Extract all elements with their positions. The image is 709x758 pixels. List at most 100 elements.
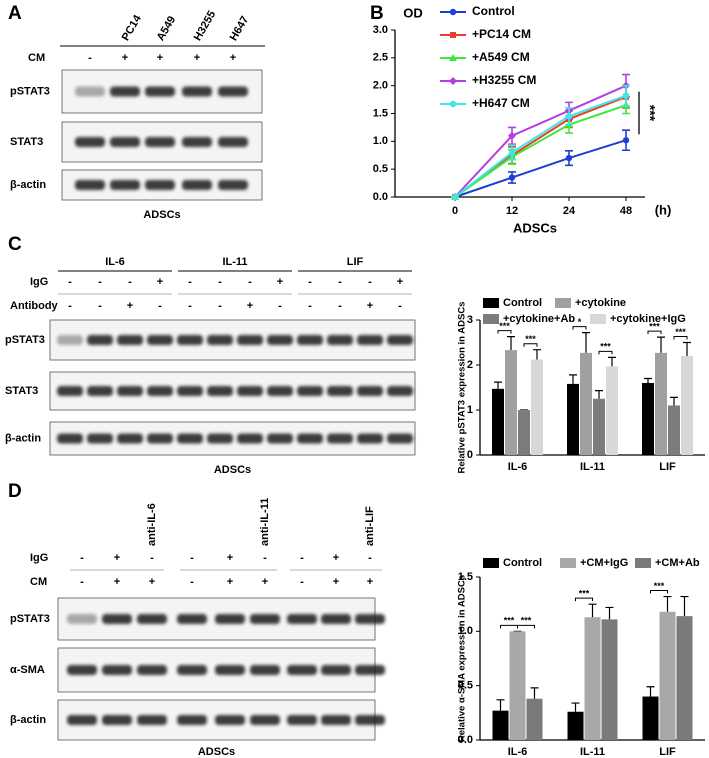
legend-marker (449, 8, 457, 16)
band (182, 180, 212, 190)
band (67, 665, 97, 675)
sign: - (368, 276, 372, 288)
legend-label: +cytokine+Ab (503, 313, 575, 325)
band (147, 433, 173, 444)
significance-label: *** (525, 334, 536, 344)
group-label: LIF (347, 256, 364, 268)
significance-bracket (647, 330, 662, 335)
lane-label: anti-LIF (364, 506, 376, 546)
error-bar (582, 332, 590, 353)
blot-label: pSTAT3 (10, 85, 50, 97)
bar (593, 398, 605, 455)
sign: - (158, 300, 162, 312)
band (110, 137, 140, 147)
bar (567, 383, 579, 455)
bar (676, 616, 693, 740)
bar (601, 619, 618, 740)
significance-label: *** (521, 616, 532, 626)
sign: - (218, 276, 222, 288)
legend-marker (449, 100, 457, 108)
bar (681, 356, 693, 455)
legend-swatch (560, 558, 576, 568)
band (387, 335, 413, 345)
band (321, 665, 351, 675)
x-tick-label: IL-6 (508, 461, 528, 473)
blot-label: β-actin (10, 714, 46, 726)
x-tick-label: 48 (620, 205, 632, 217)
error-bar (494, 381, 502, 389)
sign: - (128, 276, 132, 288)
sign: - (308, 300, 312, 312)
band (147, 335, 173, 345)
band (145, 180, 175, 190)
band (355, 614, 385, 624)
band (87, 335, 113, 345)
caption: ADSCs (214, 464, 251, 476)
error-bar (644, 377, 652, 383)
band (357, 433, 383, 444)
blot-label: STAT3 (10, 136, 43, 148)
error-bar (588, 603, 597, 618)
band (87, 386, 113, 396)
x-axis-unit: (h) (655, 202, 672, 217)
band (87, 433, 113, 444)
band (117, 433, 143, 444)
band (215, 614, 245, 624)
band (145, 137, 175, 147)
band (182, 86, 212, 97)
legend-marker (449, 77, 457, 85)
band (207, 433, 233, 444)
band (57, 433, 83, 444)
legend-swatch (483, 298, 499, 308)
error-bar (680, 595, 689, 617)
y-axis-title: Relative α-SMA expression in ADSCs (457, 575, 468, 742)
y-axis-title: Relative pSTAT3 expression in ADSCs (457, 302, 468, 474)
band (355, 665, 385, 675)
legend-swatch (555, 298, 571, 308)
sign: - (300, 552, 304, 564)
sign: - (368, 552, 372, 564)
y-tick-label: 0.0 (458, 734, 473, 746)
sign: + (114, 552, 120, 564)
significance-label: *** (499, 321, 510, 331)
band (207, 335, 233, 345)
band (218, 86, 248, 97)
significance-bracket (523, 343, 538, 347)
band (177, 335, 203, 345)
legend-label: Control (472, 4, 515, 18)
series-line (454, 84, 627, 198)
band (327, 433, 353, 444)
sign: - (338, 276, 342, 288)
panel-letter: D (8, 481, 22, 502)
sign: + (333, 552, 339, 564)
bar (492, 710, 509, 740)
sign: - (278, 300, 282, 312)
sign: + (367, 576, 373, 588)
error-bar (605, 606, 614, 620)
significance-bracket (572, 326, 587, 330)
significance-label: *** (654, 581, 665, 591)
x-tick-label: 0 (452, 205, 458, 217)
band (297, 386, 323, 396)
sign: + (247, 300, 253, 312)
blot-label: pSTAT3 (5, 334, 45, 346)
x-tick-label: IL-6 (508, 746, 528, 758)
error-bar (670, 396, 678, 406)
band (250, 614, 280, 624)
bar (606, 366, 618, 455)
band (177, 665, 207, 675)
error-bar (496, 699, 505, 711)
row-label: CM (30, 576, 47, 588)
band (218, 137, 248, 147)
y-tick-label: 3.0 (373, 24, 388, 36)
sign: - (98, 300, 102, 312)
legend-label: Control (503, 557, 542, 569)
band (387, 433, 413, 444)
sign: + (227, 552, 233, 564)
caption: ADSCs (198, 746, 235, 758)
band (177, 715, 207, 725)
y-tick-label: 0.0 (373, 191, 388, 203)
sign: + (230, 52, 236, 64)
row-label: CM (28, 52, 45, 64)
significance-bracket (575, 597, 593, 602)
